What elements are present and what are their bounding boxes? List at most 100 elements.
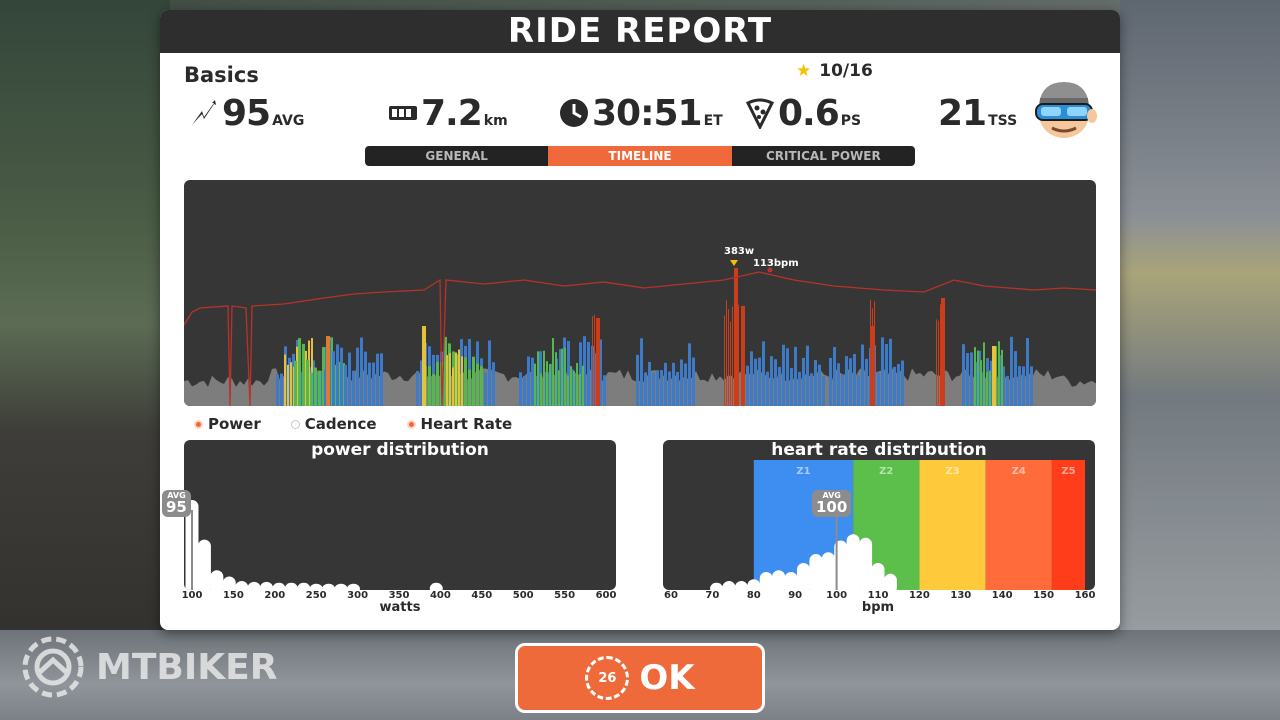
legend-cadence[interactable]: Cadence: [290, 415, 377, 433]
x-tick-label: 150: [1033, 590, 1055, 601]
distribution-bar: [883, 573, 897, 590]
power-bar: [861, 344, 864, 406]
distribution-bar: [272, 582, 286, 590]
power-spike: [741, 306, 745, 406]
power-bar: [288, 357, 291, 406]
tab-general[interactable]: GENERAL: [425, 149, 488, 163]
power-bar: [564, 347, 566, 406]
legend-power-label: Power: [208, 415, 261, 433]
x-tick-label: 140: [991, 590, 1013, 601]
distribution-bar: [772, 570, 786, 590]
power-bar: [841, 374, 844, 406]
power-bar: [468, 369, 471, 406]
power-bar: [476, 363, 479, 406]
x-tick-label: 110: [867, 590, 889, 601]
power-spike: [596, 318, 600, 406]
ok-button[interactable]: 26 OK: [515, 643, 765, 713]
power-bar: [874, 301, 875, 406]
distribution-bar: [284, 582, 298, 590]
power-bar: [724, 315, 725, 406]
power-bar: [849, 358, 852, 406]
power-bar: [324, 369, 327, 406]
zone-label: Z4: [1012, 466, 1026, 477]
power-bar: [314, 367, 317, 406]
power-bar: [664, 362, 667, 406]
distribution-bar: [846, 534, 860, 590]
power-bar: [936, 319, 937, 406]
power-bar: [688, 343, 691, 406]
power-bar: [672, 362, 675, 406]
power-distribution-plot: [185, 500, 443, 590]
power-bar: [746, 365, 749, 406]
stat-tss-unit: TSS: [988, 113, 1018, 129]
power-bar: [644, 372, 647, 406]
zone-label: Z5: [1061, 466, 1075, 477]
power-bar: [652, 372, 655, 406]
x-tick-label: 200: [264, 590, 286, 601]
power-bar: [897, 363, 900, 406]
distribution-bar: [346, 583, 360, 590]
power-bar: [531, 357, 534, 406]
distribution-bar: [809, 554, 823, 590]
tab-critical-power[interactable]: CRITICAL POWER: [765, 149, 881, 163]
power-bar: [656, 370, 659, 406]
power-bar: [1014, 351, 1017, 406]
x-tick-label: 300: [347, 590, 369, 601]
hr-avg-badge: AVG 100: [812, 490, 852, 517]
power-spike: [992, 346, 996, 406]
power-bar: [750, 351, 753, 406]
power-bar: [310, 372, 313, 406]
power-bar: [1006, 375, 1009, 406]
power-bar: [336, 344, 339, 406]
legend-cadence-label: Cadence: [304, 415, 377, 433]
zone-z3: [919, 460, 986, 590]
stat-elapsed-time-unit: ET: [703, 113, 723, 129]
power-bar: [970, 352, 973, 406]
power-bar: [318, 370, 321, 406]
power-bar: [535, 375, 538, 406]
legend-heart-rate[interactable]: Heart Rate: [406, 415, 512, 433]
heart-rate-distribution-chart: heart rate distribution Z1 Z2 Z3 Z4 Z5: [663, 440, 1095, 590]
power-bar: [428, 366, 431, 406]
page-title: RIDE REPORT: [160, 10, 1120, 53]
power-peak-label: 383w: [724, 246, 755, 257]
distribution-bar: [759, 572, 773, 590]
stat-distance-value: 7.2: [421, 93, 483, 134]
power-bar: [978, 350, 981, 406]
power-bar: [280, 373, 283, 406]
x-tick-label: 600: [595, 590, 617, 601]
power-bar: [519, 372, 522, 406]
power-bar: [364, 351, 367, 406]
star-icon: ★: [796, 61, 812, 81]
distribution-bar: [222, 576, 236, 590]
power-bar: [790, 367, 793, 406]
power-bar: [449, 353, 451, 406]
background-left: [0, 0, 170, 720]
power-bar: [962, 344, 965, 406]
x-tick-label: 100: [181, 590, 203, 601]
distribution-bar: [235, 581, 249, 590]
zone-label: Z3: [945, 466, 959, 477]
legend-power[interactable]: Power: [194, 415, 261, 433]
power-bar: [555, 352, 557, 406]
cadence-toggle-dot: [290, 419, 300, 429]
power-bar: [334, 364, 337, 406]
power-bar: [372, 362, 375, 406]
power-bar: [732, 306, 733, 406]
power-bar: [989, 370, 991, 406]
power-bar: [576, 362, 578, 406]
rating-value: 10/16: [819, 61, 873, 81]
countdown-ring-icon: 26: [585, 656, 630, 700]
power-bar: [567, 375, 569, 406]
power-bar: [416, 371, 419, 406]
power-distribution-chart: power distribution: [184, 440, 616, 590]
distribution-bar: [710, 582, 724, 590]
x-tick-label: 80: [746, 590, 761, 601]
timeline-chart: 383w 113bpm: [184, 180, 1096, 406]
power-bar: [344, 364, 347, 406]
tab-timeline[interactable]: TIMELINE: [548, 146, 732, 166]
power-bar: [680, 359, 683, 406]
power-bar: [592, 316, 593, 406]
power-bar: [636, 354, 639, 406]
power-bar: [537, 351, 539, 406]
